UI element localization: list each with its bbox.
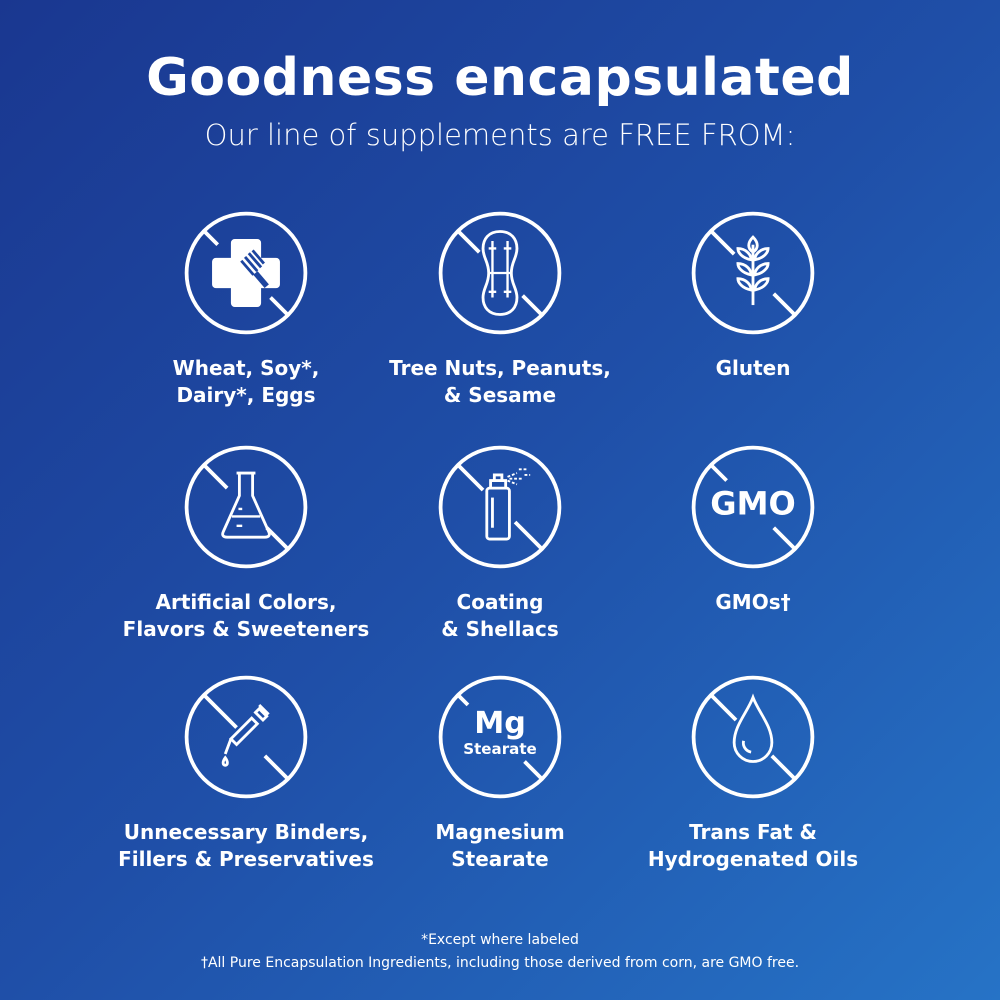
page-title: Goodness encapsulated (146, 48, 854, 108)
free-from-item: Tree Nuts, Peanuts, & Sesame (350, 207, 650, 409)
free-from-item: Coating & Shellacs (350, 441, 650, 643)
footnote-gmo: †All Pure Encapsulation Ingredients, inc… (200, 955, 800, 971)
free-from-item: Wheat, Soy*, Dairy*, Eggs (96, 207, 396, 409)
item-label: Wheat, Soy*, Dairy*, Eggs (172, 356, 320, 407)
flask-icon (184, 445, 308, 569)
stearate-text: Stearate (463, 740, 537, 758)
spray-can-icon (438, 445, 562, 569)
wheat-icon (691, 211, 815, 335)
free-from-item: Artificial Colors, Flavors & Sweeteners (96, 441, 396, 643)
item-label: Gluten (715, 356, 791, 380)
gmo-icon-text: GMO (710, 485, 795, 523)
item-label: Artificial Colors, Flavors & Sweeteners (122, 590, 370, 641)
oil-drop-icon (691, 675, 815, 799)
page-subtitle: Our line of supplements are FREE FROM: (204, 118, 796, 152)
allergen-cross-fork-icon (184, 211, 308, 335)
free-from-item: Gluten (603, 207, 903, 382)
gmo-icon: GMO (691, 445, 815, 569)
free-from-item: Mg Stearate Magnesium Stearate (350, 671, 650, 873)
footnote-except: *Except where labeled (421, 932, 579, 948)
item-label: Unnecessary Binders, Fillers & Preservat… (118, 820, 374, 871)
dropper-icon (184, 675, 308, 799)
item-label: GMOs† (715, 590, 791, 614)
item-label: Trans Fat & Hydrogenated Oils (647, 820, 859, 871)
mg-text: Mg (474, 706, 526, 741)
peanut-icon (438, 211, 562, 335)
mg-stearate-icon: Mg Stearate (438, 675, 562, 799)
free-from-item: Trans Fat & Hydrogenated Oils (603, 671, 903, 873)
free-from-item: Unnecessary Binders, Fillers & Preservat… (96, 671, 396, 873)
item-label: Coating & Shellacs (441, 590, 559, 641)
item-label: Tree Nuts, Peanuts, & Sesame (389, 356, 611, 407)
free-from-item: GMO GMOs† (603, 441, 903, 616)
item-label: Magnesium Stearate (435, 820, 565, 871)
